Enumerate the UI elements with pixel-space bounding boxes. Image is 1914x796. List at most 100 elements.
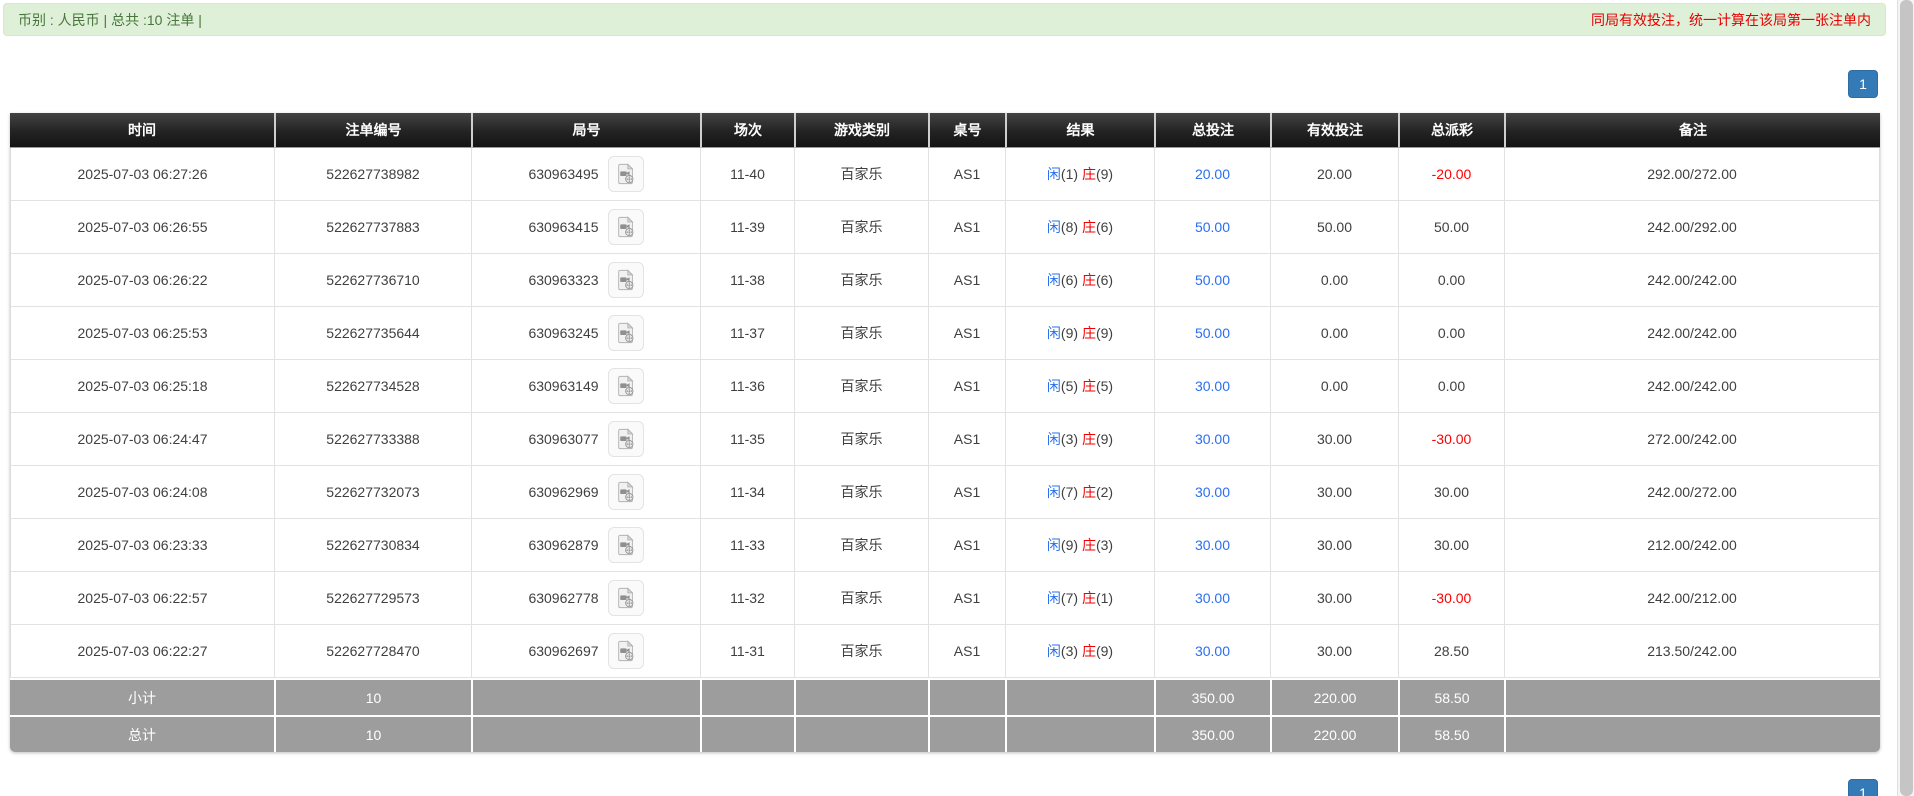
cell-table-no: AS1: [928, 572, 1005, 625]
notice-text: 同局有效投注，统一计算在该局第一张注单内: [1591, 11, 1871, 28]
result-player-label: 闲: [1046, 431, 1061, 447]
cell-remark: 242.00/242.00: [1504, 307, 1880, 360]
cell-remark: 242.00/242.00: [1504, 254, 1880, 307]
result-player-value: (5): [1060, 378, 1079, 394]
cell-time: 2025-07-03 06:24:08: [10, 466, 274, 519]
cell-valid-bet: 30.00: [1270, 625, 1398, 678]
cell-table-no: AS1: [928, 413, 1005, 466]
header-session: 场次: [700, 113, 794, 148]
video-replay-button[interactable]: [607, 156, 644, 192]
total-bet-link[interactable]: 30.00: [1194, 537, 1231, 553]
total-bet-link[interactable]: 30.00: [1194, 590, 1231, 606]
total-valid-bet: 220.00: [1270, 715, 1398, 752]
total-bet-link[interactable]: 50.00: [1194, 219, 1231, 235]
total-bet-link[interactable]: 20.00: [1194, 166, 1231, 182]
total-bet-link[interactable]: 30.00: [1194, 378, 1231, 394]
video-file-icon: [617, 322, 634, 344]
video-file-icon: [617, 163, 634, 185]
header-valid-bet: 有效投注: [1270, 113, 1398, 148]
total-total-bet: 350.00: [1154, 715, 1270, 752]
cell-session: 11-33: [700, 519, 794, 572]
pagination-page-button-top[interactable]: 1: [1848, 70, 1878, 98]
video-file-icon: [617, 428, 634, 450]
cell-round-id: 630963149: [471, 360, 700, 413]
cell-payout: 0.00: [1398, 360, 1504, 413]
cell-game-type: 百家乐: [794, 519, 928, 572]
cell-table-no: AS1: [928, 254, 1005, 307]
cell-total-bet: 30.00: [1154, 413, 1270, 466]
video-replay-button[interactable]: [607, 633, 644, 669]
cell-payout: -30.00: [1398, 413, 1504, 466]
cell-session: 11-37: [700, 307, 794, 360]
cell-result: 闲(7) 庄(1): [1005, 572, 1154, 625]
result-banker-label: 庄: [1081, 431, 1096, 447]
total-bet-link[interactable]: 50.00: [1194, 325, 1231, 341]
cell-game-type: 百家乐: [794, 572, 928, 625]
total-count: 10: [274, 715, 471, 752]
cell-game-type: 百家乐: [794, 625, 928, 678]
pagination-page-button-bottom[interactable]: 1: [1848, 779, 1878, 796]
table-row: 2025-07-03 06:22:27 522627728470 6309626…: [10, 625, 1880, 678]
cell-table-no: AS1: [928, 466, 1005, 519]
cell-game-type: 百家乐: [794, 413, 928, 466]
result-player-value: (9): [1060, 325, 1079, 341]
result-player-value: (3): [1060, 431, 1079, 447]
result-player-label: 闲: [1046, 484, 1061, 500]
result-banker-value: (3): [1095, 537, 1114, 553]
video-replay-button[interactable]: [607, 527, 644, 563]
cell-result: 闲(3) 庄(9): [1005, 625, 1154, 678]
cell-valid-bet: 50.00: [1270, 201, 1398, 254]
result-player-label: 闲: [1046, 166, 1061, 182]
video-replay-button[interactable]: [607, 474, 644, 510]
cell-remark: 212.00/242.00: [1504, 519, 1880, 572]
video-replay-button[interactable]: [607, 209, 644, 245]
round-id-text: 630962969: [528, 484, 599, 500]
total-bet-link[interactable]: 30.00: [1194, 431, 1231, 447]
cell-time: 2025-07-03 06:22:57: [10, 572, 274, 625]
cell-payout: 30.00: [1398, 519, 1504, 572]
video-replay-button[interactable]: [607, 262, 644, 298]
total-bet-link[interactable]: 30.00: [1194, 484, 1231, 500]
cell-result: 闲(1) 庄(9): [1005, 148, 1154, 201]
total-payout: 58.50: [1398, 715, 1504, 752]
video-replay-button[interactable]: [607, 368, 644, 404]
scrollbar-thumb[interactable]: [1900, 0, 1913, 796]
total-row: 总计 10 350.00 220.00 58.50: [10, 715, 1880, 752]
video-replay-button[interactable]: [607, 315, 644, 351]
total-bet-link[interactable]: 50.00: [1194, 272, 1231, 288]
video-replay-button[interactable]: [607, 580, 644, 616]
result-player-label: 闲: [1046, 325, 1061, 341]
cell-remark: 272.00/242.00: [1504, 413, 1880, 466]
scrollbar-track[interactable]: [1897, 0, 1914, 796]
cell-total-bet: 30.00: [1154, 519, 1270, 572]
result-banker-value: (1): [1095, 590, 1114, 606]
cell-result: 闲(5) 庄(5): [1005, 360, 1154, 413]
cell-valid-bet: 30.00: [1270, 572, 1398, 625]
video-replay-button[interactable]: [607, 421, 644, 457]
cell-round-id: 630963245: [471, 307, 700, 360]
video-file-icon: [617, 587, 634, 609]
cell-time: 2025-07-03 06:25:53: [10, 307, 274, 360]
cell-bet-id: 522627730834: [274, 519, 471, 572]
cell-round-id: 630963077: [471, 413, 700, 466]
cell-session: 11-40: [700, 148, 794, 201]
cell-round-id: 630963323: [471, 254, 700, 307]
cell-session: 11-32: [700, 572, 794, 625]
result-banker-label: 庄: [1081, 272, 1096, 288]
round-id-text: 630963495: [528, 166, 599, 182]
cell-valid-bet: 0.00: [1270, 254, 1398, 307]
cell-valid-bet: 20.00: [1270, 148, 1398, 201]
cell-time: 2025-07-03 06:26:55: [10, 201, 274, 254]
cell-payout: -30.00: [1398, 572, 1504, 625]
cell-total-bet: 30.00: [1154, 572, 1270, 625]
round-id-text: 630962778: [528, 590, 599, 606]
currency-summary-text: 币别 : 人民币 | 总共 :10 注单 |: [18, 11, 202, 28]
result-player-value: (9): [1060, 537, 1079, 553]
table-row: 2025-07-03 06:23:33 522627730834 6309628…: [10, 519, 1880, 572]
bet-records-table: 时间 注单编号 局号 场次 游戏类别 桌号 结果 总投注 有效投注 总派彩 备注…: [10, 113, 1880, 752]
subtotal-valid-bet: 220.00: [1270, 678, 1398, 715]
total-bet-link[interactable]: 30.00: [1194, 643, 1231, 659]
cell-result: 闲(7) 庄(2): [1005, 466, 1154, 519]
cell-time: 2025-07-03 06:24:47: [10, 413, 274, 466]
cell-round-id: 630963495: [471, 148, 700, 201]
